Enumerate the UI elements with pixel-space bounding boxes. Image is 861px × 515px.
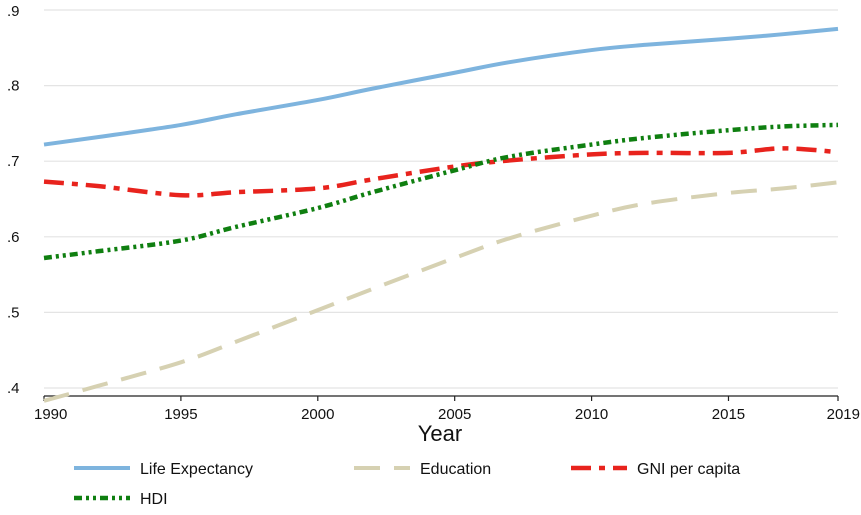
y-tick-label: .5 bbox=[7, 304, 20, 321]
legend-label: Life Expectancy bbox=[140, 461, 253, 478]
x-tick-label: 1995 bbox=[164, 406, 197, 423]
series-line-hdi bbox=[43, 122, 839, 261]
legend-label: Education bbox=[420, 461, 491, 478]
y-tick-label: .9 bbox=[7, 3, 20, 20]
x-tick-label: 2005 bbox=[438, 406, 471, 423]
x-tick-label: 2010 bbox=[575, 406, 608, 423]
x-tick-label: 1990 bbox=[34, 406, 67, 423]
x-axis-title: Year bbox=[418, 421, 462, 446]
legend-label: GNI per capita bbox=[637, 461, 740, 478]
series-line-gni-per-capita bbox=[43, 146, 839, 198]
series-lines bbox=[43, 26, 839, 403]
axes bbox=[43, 395, 839, 401]
gridlines bbox=[44, 9, 838, 389]
series-line-life-expectancy bbox=[43, 26, 839, 147]
x-tick-label: 2015 bbox=[712, 406, 745, 423]
y-tick-label: .7 bbox=[7, 153, 20, 170]
y-tick-label: .8 bbox=[7, 78, 20, 95]
y-tick-label: .4 bbox=[7, 380, 20, 397]
series-line-education bbox=[43, 180, 839, 403]
x-tick-label: 2019 bbox=[827, 406, 860, 423]
legend: Life Expectancy Education GNI per capita HD… bbox=[74, 461, 740, 508]
y-tick-label: .6 bbox=[7, 229, 20, 246]
tick-labels: .4 .5 .6 .7 .8 .9 1990 1995 2000 2005 2010 2015 2019 bbox=[7, 3, 860, 423]
x-tick-label: 2000 bbox=[301, 406, 334, 423]
legend-label: HDI bbox=[140, 491, 168, 508]
